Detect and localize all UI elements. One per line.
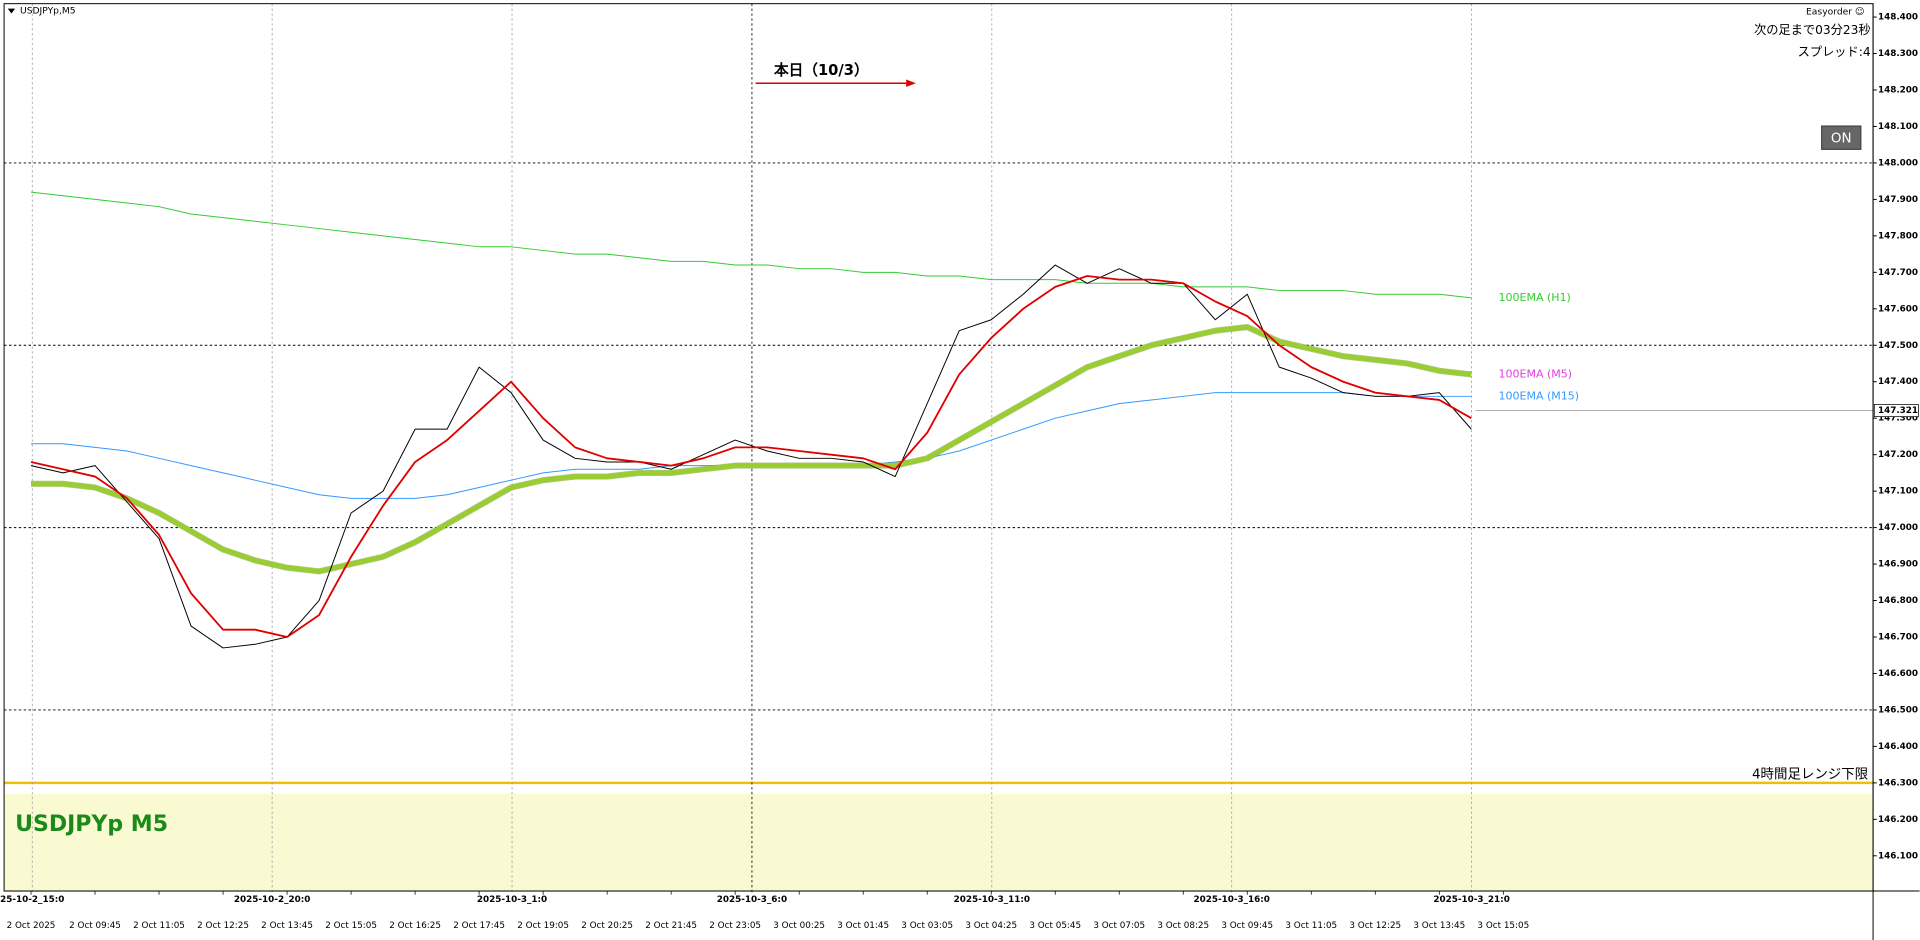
x-tick-label: 3 Oct 04:25: [965, 921, 1017, 931]
series-line: [30, 191, 1472, 299]
x-tick-label: 2 Oct 17:45: [453, 921, 505, 931]
y-tick-label: 148.100: [1878, 122, 1918, 132]
series-line: [30, 264, 1472, 649]
y-tick-label: 147.200: [1878, 450, 1918, 460]
y-tick-label: 148.400: [1878, 13, 1918, 23]
on-button[interactable]: [1821, 125, 1862, 150]
current-price-label: 147.321: [1878, 406, 1918, 416]
x-tick-label: 3 Oct 11:05: [1285, 921, 1337, 931]
x-tick-label: 2 Oct 19:05: [517, 921, 569, 931]
y-tick-label: 147.500: [1878, 341, 1918, 351]
series-line: [31, 324, 1472, 574]
plot-area: 4時間足レンジ下限 100EMA (H1) 100EMA (M15) 100EMA (…: [4, 3, 1874, 893]
session-label: 2025-10-3_21:0: [1433, 895, 1509, 905]
y-tick-label: 148.300: [1878, 49, 1918, 59]
x-tick-label: 2 Oct 09:45: [69, 921, 121, 931]
today-arrow-head: [906, 79, 916, 87]
y-tick-label: 147.800: [1878, 231, 1918, 241]
x-tick-label: 2 Oct 23:05: [709, 921, 761, 931]
y-tick-label: 146.800: [1878, 596, 1918, 606]
y-tick-label: 146.300: [1878, 778, 1918, 788]
session-label: 2025-10-3_11:0: [954, 895, 1030, 905]
annotation: 本日（10/3）: [773, 61, 869, 79]
y-tick-label: 147.600: [1878, 304, 1918, 314]
y-tick-label: 148.200: [1878, 85, 1918, 95]
x-tick-label: 2 Oct 2025: [7, 921, 56, 931]
x-tick-label: 3 Oct 12:25: [1349, 921, 1401, 931]
y-tick-label: 147.000: [1878, 523, 1918, 533]
y-tick-label: 146.100: [1878, 851, 1918, 861]
y-tick-label: 147.400: [1878, 377, 1918, 387]
watermark: USDJPYp M5: [15, 812, 168, 837]
x-tick-label: 3 Oct 03:05: [901, 921, 953, 931]
y-tick-label: 146.500: [1878, 705, 1918, 715]
range-low-label: 4時間足レンジ下限: [1752, 766, 1868, 782]
session-label: 2025-10-3_6:0: [717, 895, 787, 905]
y-tick-label: 146.400: [1878, 742, 1918, 752]
x-tick-label: 3 Oct 09:45: [1221, 921, 1273, 931]
countdown: 次の足まで03分23秒: [1754, 23, 1871, 37]
x-tick-label: 2 Oct 16:25: [389, 921, 441, 931]
session-label: 2025-10-2_20:0: [234, 895, 310, 905]
y-tick-label: 148.000: [1878, 158, 1918, 168]
y-tick-label: 147.100: [1878, 487, 1918, 497]
series-line: [30, 275, 1472, 638]
x-tick-label: 3 Oct 15:05: [1477, 921, 1529, 931]
x-tick-label: 3 Oct 05:45: [1029, 921, 1081, 931]
series-label: 100EMA (M15): [1499, 389, 1580, 402]
x-tick-label: 3 Oct 00:25: [773, 921, 825, 931]
chart-title: USDJPYp,M5: [20, 6, 76, 17]
x-tick-label: 3 Oct 01:45: [837, 921, 889, 931]
session-label: 2025-10-3_16:0: [1194, 895, 1270, 905]
series-label: 100EMA (H1): [1499, 291, 1571, 304]
x-tick-label: 3 Oct 08:25: [1157, 921, 1209, 931]
series-label: 100EMA (M5): [1499, 367, 1573, 380]
y-tick-label: 147.900: [1878, 195, 1918, 205]
current-price-box: [1873, 404, 1919, 418]
y-tick-label: 146.700: [1878, 632, 1918, 642]
x-tick-label: 2 Oct 15:05: [325, 921, 377, 931]
y-tick-label: 147.700: [1878, 268, 1918, 278]
x-tick-label: 2 Oct 21:45: [645, 921, 697, 931]
broker-name: Easyorder ☺: [1806, 7, 1864, 18]
session-label: 25-10-2_15:0: [0, 895, 64, 905]
x-tick-label: 3 Oct 13:45: [1413, 921, 1465, 931]
session-label: 2025-10-3_1:0: [477, 895, 547, 905]
spread: スプレッド:4: [1798, 45, 1871, 59]
range-zone: [4, 793, 1874, 892]
x-tick-label: 2 Oct 13:45: [261, 921, 313, 931]
x-tick-label: 2 Oct 12:25: [197, 921, 249, 931]
y-tick-label: 146.900: [1878, 560, 1918, 570]
y-tick-label: 147.300: [1878, 414, 1918, 424]
y-tick-label: 146.200: [1878, 815, 1918, 825]
on-button-label[interactable]: ON: [1831, 131, 1852, 146]
x-tick-label: 3 Oct 07:05: [1093, 921, 1145, 931]
x-tick-label: 2 Oct 11:05: [133, 921, 185, 931]
x-tick-label: 2 Oct 20:25: [581, 921, 633, 931]
menu-triangle: [7, 8, 16, 14]
y-tick-label: 146.600: [1878, 669, 1918, 679]
